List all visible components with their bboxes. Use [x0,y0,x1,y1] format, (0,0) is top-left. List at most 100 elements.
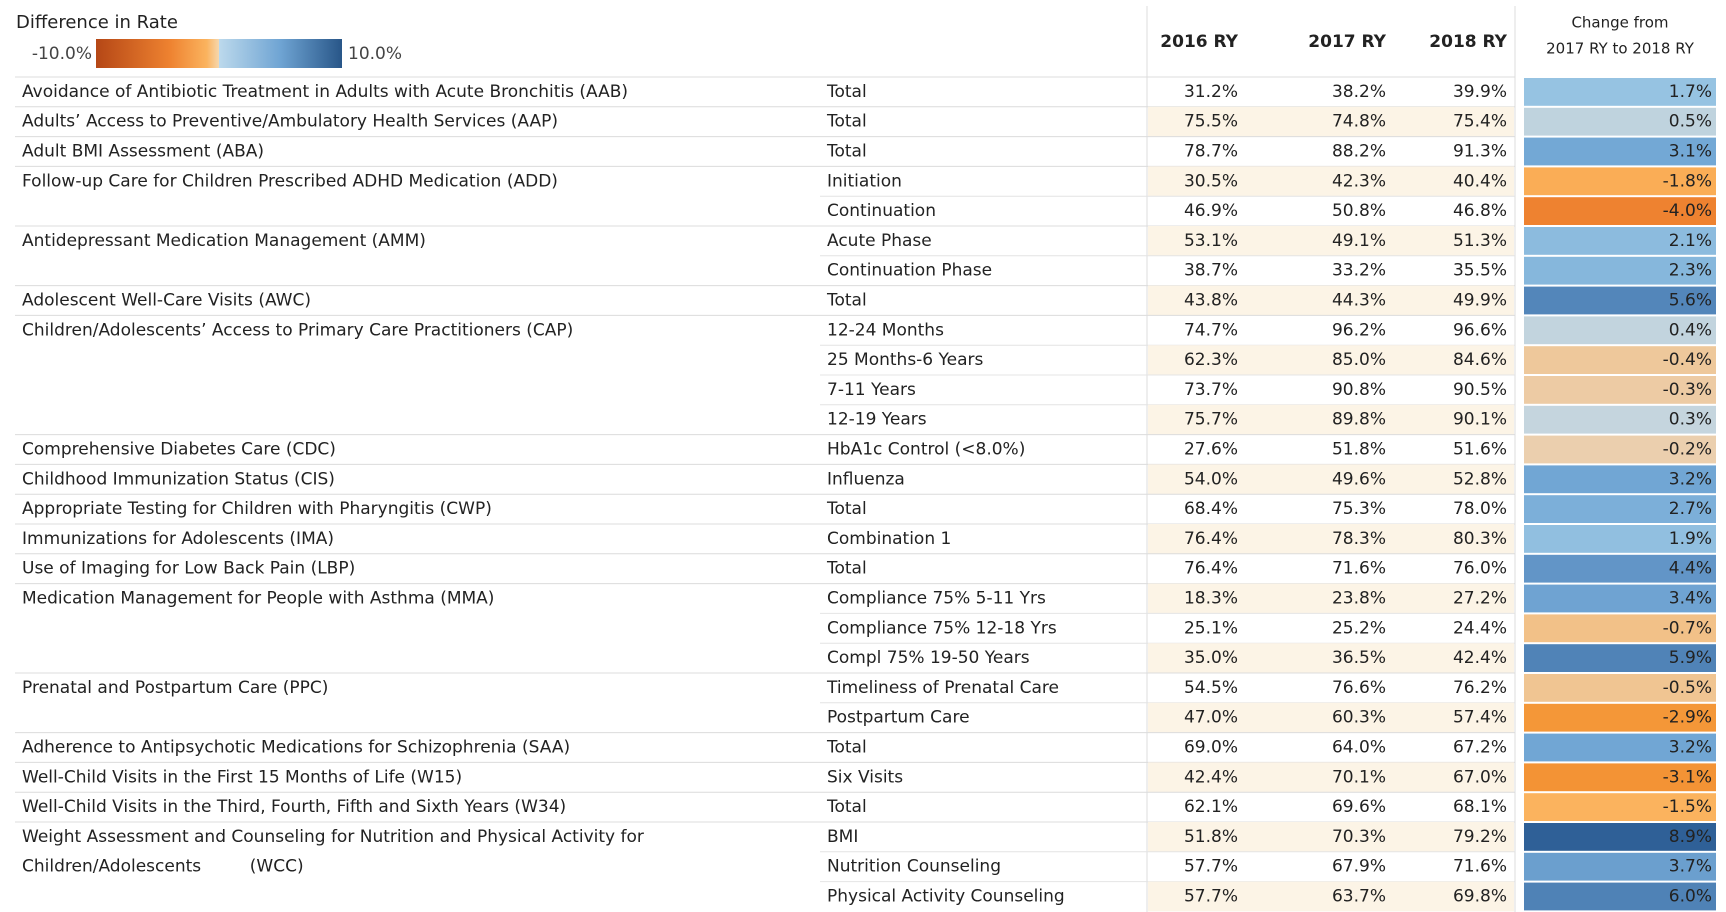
change-cell [1524,465,1716,494]
rate: 80.3% [1453,529,1507,549]
measure-name: Immunizations for Adolescents (IMA) [22,529,334,549]
submeasure: Continuation [827,201,936,221]
rate: 74.8% [1332,112,1386,132]
column-header: 2016 RY [1160,32,1238,52]
change-label: -2.9% [1663,708,1712,728]
rate: 68.4% [1184,499,1238,519]
rate: 38.7% [1184,261,1238,281]
column-header: 2017 RY [1308,32,1386,52]
submeasure: 12-19 Years [827,410,927,430]
submeasure: 25 Months-6 Years [827,350,984,370]
measure-name: Avoidance of Antibiotic Treatment in Adu… [22,82,628,102]
rate: 31.2% [1184,82,1238,102]
change-cell [1524,793,1716,821]
rate: 90.8% [1332,380,1386,400]
change-cell [1524,644,1716,672]
rate: 76.4% [1184,559,1238,579]
rate: 70.3% [1332,827,1386,847]
rate: 54.5% [1184,678,1238,698]
rate: 69.8% [1453,887,1507,907]
rate: 62.3% [1184,350,1238,370]
change-cell [1524,554,1716,583]
submeasure: Total [826,738,867,758]
change-label: 2.1% [1669,231,1712,251]
measure-name: Adolescent Well-Care Visits (AWC) [22,291,311,311]
column-header: 2018 RY [1429,32,1507,52]
rate: 46.9% [1184,201,1238,221]
submeasure: Total [826,291,867,311]
rate: 51.6% [1453,440,1507,460]
row-band [1148,106,1514,137]
measure-name: Antidepressant Medication Management (AM… [22,231,426,251]
rate: 96.6% [1453,320,1507,340]
rate: 35.0% [1184,648,1238,668]
row-band [1148,643,1514,673]
rate: 79.2% [1453,827,1507,847]
submeasure: HbA1c Control (<8.0%) [827,440,1025,460]
change-cell [1524,823,1716,851]
measure-name: Children/Adolescents (WCC) [22,857,304,877]
rate: 57.4% [1453,708,1507,728]
rate: 27.6% [1184,440,1238,460]
measure-name: Well-Child Visits in the First 15 Months… [22,767,462,787]
change-cell [1524,78,1716,106]
change-label: 1.9% [1669,529,1712,549]
rate: 35.5% [1453,261,1507,281]
rate: 67.2% [1453,738,1507,758]
row-band [1148,583,1514,614]
change-cell [1524,167,1716,196]
column-header: Change from [1571,14,1668,32]
rate: 43.8% [1184,291,1238,311]
rate: 57.7% [1184,887,1238,907]
change-label: 3.2% [1669,738,1712,758]
change-cell [1524,405,1716,434]
change-cell [1524,107,1716,136]
change-label: 6.0% [1669,887,1712,907]
row-band [1148,762,1514,793]
rate: 62.1% [1184,797,1238,817]
change-label: -0.2% [1663,440,1712,460]
rate: 49.6% [1332,469,1386,489]
submeasure: Six Visits [827,767,903,787]
rate: 51.3% [1453,231,1507,251]
change-label: 0.3% [1669,410,1712,430]
measure-name: Adults’ Access to Preventive/Ambulatory … [22,112,558,132]
rate: 57.7% [1184,857,1238,877]
change-label: -1.8% [1663,171,1712,191]
rate: 78.7% [1184,142,1238,162]
row-band [1148,345,1514,375]
legend-title: Difference in Rate [16,12,178,33]
rate: 78.3% [1332,529,1386,549]
column-header: 2017 RY to 2018 RY [1546,40,1695,58]
change-label: -4.0% [1663,201,1712,221]
change-cell [1524,197,1716,225]
rate: 30.5% [1184,171,1238,191]
rate: 75.4% [1453,112,1507,132]
change-cell [1524,435,1716,464]
rate: 36.5% [1332,648,1386,668]
rate: 84.6% [1453,350,1507,370]
measure-name: Comprehensive Diabetes Care (CDC) [22,440,336,460]
measure-name: Children/Adolescents’ Access to Primary … [22,320,573,340]
change-cell [1524,316,1716,345]
change-label: 3.2% [1669,469,1712,489]
rate: 25.1% [1184,618,1238,638]
rate: 44.3% [1332,291,1386,311]
change-cell [1524,256,1716,285]
submeasure: 7-11 Years [827,380,916,400]
rate: 40.4% [1453,171,1507,191]
change-label: 5.6% [1669,291,1712,311]
submeasure: Acute Phase [827,231,932,251]
rate: 91.3% [1453,142,1507,162]
change-cell [1524,137,1716,166]
change-label: -1.5% [1663,797,1712,817]
change-cell [1524,703,1716,732]
rate: 73.7% [1184,380,1238,400]
change-label: 0.5% [1669,112,1712,132]
measure-name: Adult BMI Assessment (ABA) [22,142,264,162]
rate: 76.6% [1332,678,1386,698]
rate: 78.0% [1453,499,1507,519]
rate: 51.8% [1332,440,1386,460]
rate: 90.5% [1453,380,1507,400]
